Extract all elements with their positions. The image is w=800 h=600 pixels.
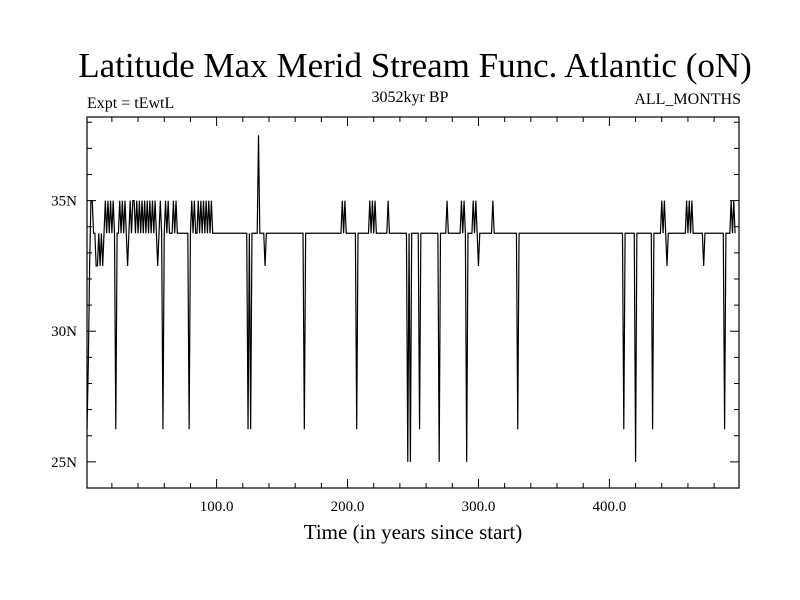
tick-labels-layer: 100.0 200.0 300.0 400.0 25N 30N 35N [51, 194, 626, 515]
y-tick-label: 35N [51, 194, 77, 210]
chart-title: Latitude Max Merid Stream Func. Atlantic… [78, 46, 752, 85]
chart-subtitle: 3052kyr BP [371, 89, 449, 106]
y-tick-label: 30N [51, 324, 77, 340]
x-axis-label: Time (in years since start) [304, 520, 523, 544]
y-tick-label: 25N [51, 455, 77, 471]
months-label: ALL_MONTHS [634, 91, 741, 108]
x-tick-label: 300.0 [462, 499, 496, 515]
series-line [86, 135, 736, 462]
x-tick-label: 200.0 [331, 499, 365, 515]
x-tick-label: 100.0 [200, 499, 234, 515]
ticks-layer [87, 117, 739, 489]
plot-frame [86, 116, 740, 489]
x-tick-label: 400.0 [593, 499, 627, 515]
experiment-label: Expt = tEwtL [87, 95, 175, 112]
